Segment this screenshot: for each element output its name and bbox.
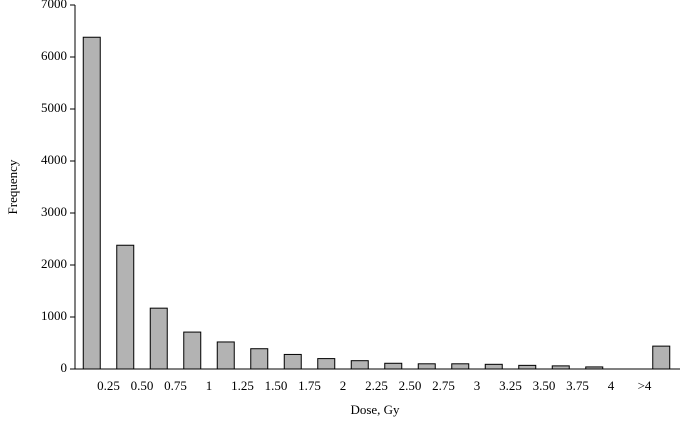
x-tick-label: 1 [206, 378, 213, 393]
bar [317, 358, 336, 370]
y-tick-label: 2000 [41, 256, 67, 271]
y-tick-label: 3000 [41, 204, 67, 219]
bar [551, 365, 570, 370]
x-tick-label: 3.75 [566, 378, 589, 393]
bar [116, 244, 135, 370]
x-axis-title: Dose, Gy [350, 402, 400, 417]
bar [518, 364, 537, 370]
bar [484, 363, 503, 370]
x-tick-label: 1.50 [265, 378, 288, 393]
bar [250, 348, 269, 370]
x-tick-label: 3.50 [533, 378, 556, 393]
x-tick-label: 0.25 [97, 378, 120, 393]
y-axis-title: Frequency [5, 159, 20, 214]
x-tick-label: 2.25 [365, 378, 388, 393]
y-tick-label: 0 [61, 360, 68, 375]
y-tick-label: 1000 [41, 308, 67, 323]
x-tick-label: 1.75 [298, 378, 321, 393]
bar [384, 362, 403, 370]
bar [183, 331, 202, 370]
x-tick-label: 1.25 [231, 378, 254, 393]
x-tick-label: 4 [608, 378, 615, 393]
x-tick-label: 2.50 [399, 378, 422, 393]
x-tick-label: 2 [340, 378, 347, 393]
y-tick-label: 6000 [41, 48, 67, 63]
y-tick-label: 4000 [41, 152, 67, 167]
bar [82, 36, 101, 370]
x-tick-label: 0.75 [164, 378, 187, 393]
bar [652, 345, 671, 370]
x-tick-label: 0.50 [131, 378, 154, 393]
bar [350, 360, 369, 370]
x-tick-label: 3 [474, 378, 481, 393]
bar [283, 353, 302, 370]
bar [216, 341, 235, 370]
bar [451, 363, 470, 370]
bar [149, 307, 168, 370]
y-tick-label: 7000 [41, 0, 67, 11]
y-tick-label: 5000 [41, 100, 67, 115]
x-tick-label: 2.75 [432, 378, 455, 393]
bar [585, 366, 604, 370]
x-tick-label: 3.25 [499, 378, 522, 393]
bar [417, 363, 436, 370]
x-tick-label: >4 [638, 378, 652, 393]
